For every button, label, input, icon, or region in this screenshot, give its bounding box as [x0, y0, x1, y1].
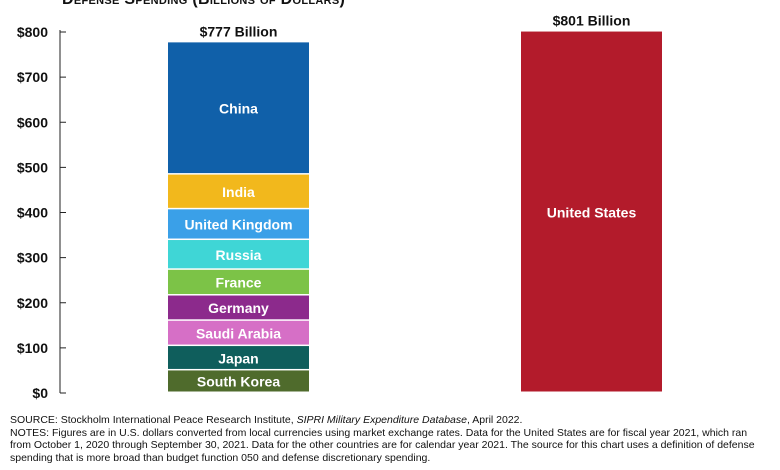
source-prefix: SOURCE: Stockholm International Peace Re… — [10, 414, 297, 426]
y-tick-label: $100 — [17, 340, 48, 356]
bar-segment — [168, 320, 309, 345]
bar-segment — [168, 174, 309, 208]
y-tick-label: $0 — [32, 385, 48, 401]
segment-label: United Kingdom — [184, 217, 292, 233]
bar-total-label: $801 Billion — [553, 13, 631, 29]
bar-segment — [168, 346, 309, 369]
bar-segment — [168, 269, 309, 295]
chart-title: Defense Spending (Billions of Dollars) — [62, 0, 345, 9]
bars-group: South Korea Japan Saudi Arabia Germany Franc… — [168, 13, 662, 392]
segment-label: United States — [547, 204, 637, 220]
y-axis: $0 $100 $200 $300 $400 $500 $600 $700 $800 — [17, 24, 66, 401]
footnotes: SOURCE: Stockholm International Peace Re… — [10, 414, 770, 464]
segment-label: Russia — [216, 247, 262, 263]
y-tick-label: $700 — [17, 69, 48, 85]
segment-label: China — [219, 100, 258, 116]
bar-segment — [168, 240, 309, 269]
segment-label: France — [216, 275, 262, 291]
y-tick-label: $200 — [17, 295, 48, 311]
y-tick-label: $400 — [17, 205, 48, 221]
y-tick-label: $800 — [17, 24, 48, 40]
bar-segment — [168, 42, 309, 174]
segment-label: Japan — [218, 350, 258, 366]
segment-label: India — [222, 184, 255, 200]
y-tick-label: $500 — [17, 159, 48, 175]
segment-label: Germany — [208, 300, 269, 316]
bar-segment — [168, 209, 309, 239]
bar-segment — [521, 31, 662, 392]
bar-total-label: $777 Billion — [200, 23, 278, 39]
source-database: SIPRI Military Expenditure Database — [296, 414, 467, 426]
notes-text: NOTES: Figures are in U.S. dollars conve… — [10, 426, 755, 464]
segment-label: Saudi Arabia — [196, 325, 281, 341]
source-note: SOURCE: Stockholm International Peace Re… — [10, 414, 770, 427]
stacked-bar-chart: $0 $100 $200 $300 $400 $500 $600 $700 $800 South… — [17, 13, 662, 401]
segment-label: South Korea — [197, 374, 280, 390]
y-tick-label: $300 — [17, 250, 48, 266]
source-suffix: , April 2022. — [466, 414, 523, 426]
bar-segment — [168, 295, 309, 320]
bar-segment — [168, 370, 309, 392]
y-tick-label: $600 — [17, 114, 48, 130]
